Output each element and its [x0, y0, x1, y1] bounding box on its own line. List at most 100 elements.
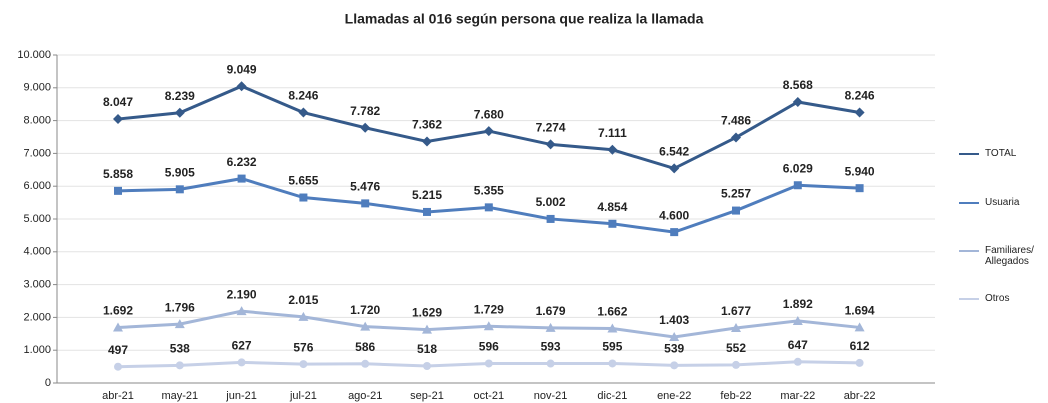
legend-item: Otros	[959, 293, 1047, 304]
marker	[174, 107, 185, 118]
data-label: 1.679	[536, 304, 566, 318]
data-label: 5.257	[721, 187, 751, 201]
legend-label: Usuaria	[985, 197, 1020, 208]
marker	[792, 315, 803, 325]
data-label: 7.782	[350, 104, 380, 118]
data-label: 497	[108, 343, 128, 357]
y-tick-label: 8.000	[23, 115, 51, 127]
marker	[731, 322, 741, 332]
marker	[422, 136, 432, 147]
x-tick-label: jun-21	[225, 390, 257, 402]
y-tick-label: 9.000	[23, 82, 51, 94]
data-label: 518	[417, 342, 437, 356]
data-label: 586	[355, 340, 375, 354]
x-tick-label: feb-22	[720, 390, 751, 402]
data-label: 552	[726, 341, 746, 355]
marker	[732, 360, 740, 369]
chart-title: Llamadas al 016 según persona que realiz…	[345, 11, 704, 27]
marker	[360, 122, 371, 133]
y-tick-label: 5.000	[23, 213, 51, 225]
marker	[237, 174, 246, 183]
marker	[608, 219, 617, 228]
marker	[483, 126, 494, 137]
data-label: 647	[788, 338, 808, 352]
y-tick-label: 2.000	[23, 311, 51, 323]
data-label: 539	[664, 341, 684, 355]
marker	[114, 186, 122, 195]
x-tick-label: mar-22	[780, 390, 815, 402]
marker	[237, 358, 246, 367]
data-label: 5.858	[103, 167, 133, 181]
x-tick-label: dic-21	[597, 390, 627, 402]
marker	[175, 185, 184, 194]
data-label: 7.362	[412, 118, 442, 132]
marker	[299, 193, 308, 202]
marker	[670, 228, 679, 237]
y-tick-label: 7.000	[23, 147, 51, 159]
data-label: 1.629	[412, 306, 442, 320]
data-label: 5.215	[412, 188, 442, 202]
data-label: 5.655	[288, 174, 318, 188]
x-tick-label: abr-21	[102, 390, 134, 402]
data-label: 593	[541, 340, 561, 354]
legend-item: Familiares/ Allegados	[959, 245, 1047, 267]
marker	[793, 181, 802, 190]
marker	[545, 139, 556, 150]
marker	[607, 144, 618, 155]
data-label: 8.568	[783, 78, 813, 92]
data-label: 5.940	[845, 164, 875, 178]
legend-swatch	[959, 298, 979, 300]
marker	[793, 357, 802, 366]
data-label: 8.047	[103, 95, 133, 109]
x-tick-label: ene-22	[657, 390, 691, 402]
legend-label: Familiares/ Allegados	[985, 245, 1034, 267]
data-label: 1.720	[350, 303, 380, 317]
data-label: 5.905	[165, 165, 195, 179]
data-label: 6.232	[227, 155, 257, 169]
marker	[731, 132, 741, 143]
marker	[607, 323, 618, 333]
data-label: 1.729	[474, 302, 504, 316]
data-label: 7.680	[474, 107, 504, 121]
marker	[669, 331, 680, 341]
marker	[423, 207, 431, 216]
marker	[855, 358, 864, 367]
data-label: 8.246	[288, 89, 318, 103]
marker	[113, 322, 123, 332]
data-label: 1.662	[597, 305, 627, 319]
marker	[298, 107, 309, 118]
y-tick-label: 0	[45, 377, 51, 389]
marker	[545, 322, 556, 332]
x-tick-label: ago-21	[348, 390, 382, 402]
data-label: 2.015	[288, 293, 318, 307]
marker	[361, 359, 370, 368]
legend-swatch	[959, 250, 979, 252]
marker	[422, 324, 432, 334]
x-tick-label: sep-21	[410, 390, 444, 402]
marker	[113, 114, 123, 125]
data-label: 4.854	[597, 200, 627, 214]
data-label: 1.796	[165, 300, 195, 314]
marker	[299, 360, 308, 369]
data-label: 8.239	[165, 89, 195, 103]
data-label: 538	[170, 342, 190, 356]
data-label: 8.246	[845, 89, 875, 103]
marker	[792, 96, 803, 107]
marker	[855, 184, 864, 193]
y-tick-label: 3.000	[23, 279, 51, 291]
marker	[423, 362, 431, 371]
data-label: 1.692	[103, 304, 133, 318]
data-label: 5.002	[536, 195, 566, 209]
marker	[236, 306, 247, 316]
legend-item: TOTAL	[959, 148, 1047, 159]
data-label: 7.274	[536, 121, 566, 135]
y-tick-label: 10.000	[17, 49, 51, 61]
data-label: 9.049	[227, 62, 257, 76]
marker	[174, 319, 185, 329]
marker	[483, 321, 494, 331]
y-tick-label: 1.000	[23, 344, 51, 356]
data-label: 595	[602, 340, 622, 354]
marker	[360, 321, 371, 331]
